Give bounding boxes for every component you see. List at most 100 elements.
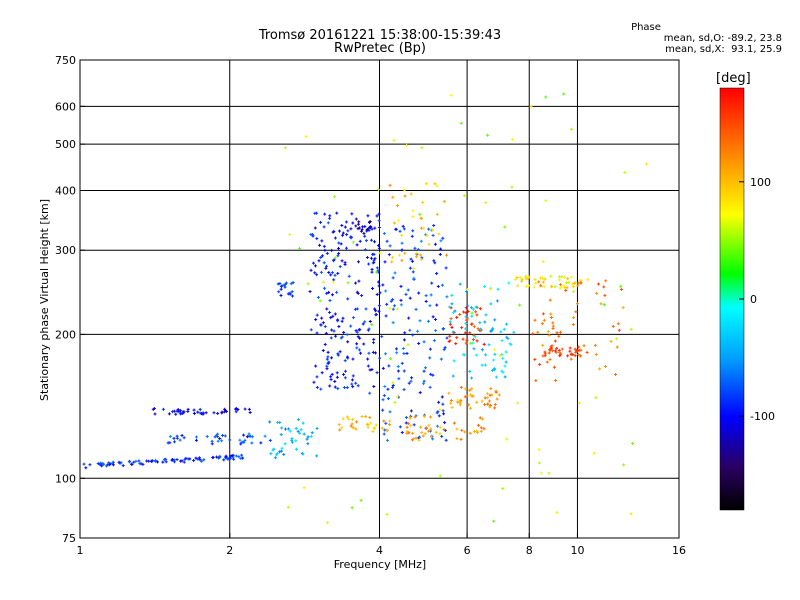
data-point — [609, 339, 613, 343]
data-point — [298, 246, 302, 250]
data-point — [493, 402, 497, 406]
data-point — [291, 294, 295, 298]
data-point — [483, 396, 487, 400]
data-point — [488, 393, 492, 397]
data-point — [248, 410, 252, 414]
data-point — [421, 201, 425, 205]
data-point — [343, 225, 347, 229]
data-point — [96, 462, 100, 466]
data-point — [536, 330, 540, 334]
data-point — [499, 330, 503, 334]
data-point — [470, 322, 474, 326]
data-point — [212, 411, 216, 415]
data-point — [492, 519, 496, 523]
data-point — [192, 412, 196, 416]
data-point — [134, 459, 138, 463]
data-point — [489, 287, 493, 291]
data-point — [323, 342, 327, 346]
data-point — [345, 333, 349, 337]
data-point — [421, 434, 425, 438]
data-point — [525, 277, 529, 281]
data-point — [469, 341, 473, 345]
data-point — [483, 402, 487, 406]
data-point — [398, 229, 402, 233]
data-point — [515, 276, 519, 280]
data-point — [284, 281, 288, 285]
data-point — [479, 426, 483, 430]
data-point — [355, 346, 359, 350]
data-point — [551, 321, 555, 325]
data-point — [549, 312, 553, 316]
data-point — [385, 438, 389, 442]
x-axis: 1 2 4 6 8 10 16 — [77, 533, 686, 557]
data-point — [503, 225, 507, 229]
data-point — [391, 195, 395, 199]
data-point — [470, 387, 474, 391]
data-point — [597, 282, 601, 286]
data-point — [443, 421, 447, 425]
data-point — [309, 434, 313, 438]
data-point — [333, 195, 337, 199]
data-point — [288, 429, 292, 433]
data-point — [464, 341, 468, 345]
data-point — [315, 385, 319, 389]
data-point — [214, 433, 218, 437]
data-point — [510, 137, 514, 141]
data-point — [468, 431, 472, 435]
data-point — [332, 329, 336, 333]
data-point — [372, 384, 376, 388]
data-point — [577, 345, 581, 349]
data-point — [299, 428, 303, 432]
data-point — [333, 256, 337, 260]
data-point — [448, 339, 452, 343]
data-point — [351, 417, 355, 421]
data-point — [358, 239, 362, 243]
data-point — [382, 232, 386, 236]
data-point — [449, 317, 453, 321]
data-point — [412, 267, 416, 271]
data-point — [445, 253, 449, 257]
data-point — [314, 264, 318, 268]
data-point — [396, 365, 400, 369]
data-point — [355, 420, 359, 424]
data-point — [470, 394, 474, 398]
data-point — [479, 429, 483, 433]
data-point — [247, 407, 251, 411]
data-point — [431, 437, 435, 441]
data-point — [419, 216, 423, 220]
data-point — [374, 423, 378, 427]
data-point — [460, 428, 464, 432]
data-point — [356, 335, 360, 339]
data-point — [330, 356, 334, 360]
data-point — [391, 381, 395, 385]
data-point — [174, 412, 178, 416]
data-point — [629, 327, 633, 331]
data-point — [442, 428, 446, 432]
data-point — [168, 434, 172, 438]
data-point — [472, 429, 476, 433]
data-point — [322, 225, 326, 229]
data-point — [250, 441, 254, 445]
data-point — [238, 438, 242, 442]
data-point — [121, 464, 125, 468]
data-point — [518, 303, 522, 307]
data-point — [308, 290, 312, 294]
data-point — [318, 299, 322, 303]
data-point — [268, 438, 272, 442]
data-point — [435, 424, 439, 428]
data-point — [404, 416, 408, 420]
data-point — [172, 436, 176, 440]
data-point — [377, 246, 381, 250]
data-point — [455, 315, 459, 319]
data-point — [464, 327, 468, 331]
data-point — [386, 397, 390, 401]
data-point — [429, 372, 433, 376]
y-tick-label: 600 — [55, 100, 76, 113]
data-point — [459, 121, 463, 125]
data-point — [423, 432, 427, 436]
data-point — [350, 422, 354, 426]
data-point — [200, 459, 204, 463]
data-point — [562, 92, 566, 96]
data-point — [553, 285, 557, 289]
